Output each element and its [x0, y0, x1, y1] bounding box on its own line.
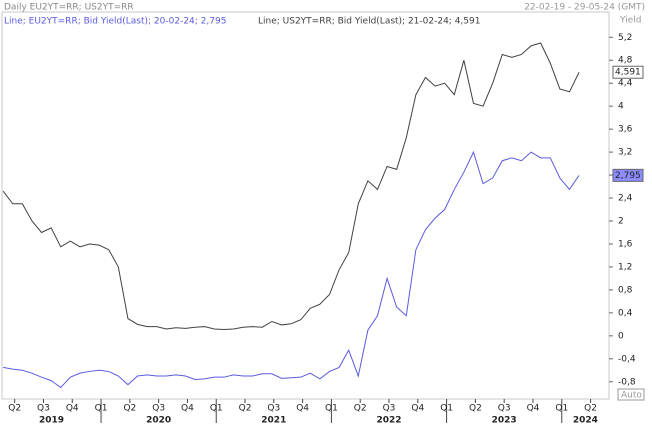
x-tick-label: Q4	[66, 404, 79, 414]
x-tick-label: Q2	[123, 404, 136, 414]
y-tick-label: 5,2	[618, 33, 632, 43]
y-tick-label: 0,4	[618, 308, 633, 318]
date-range: 22-02-19 - 29-05-24 (GMT)	[524, 3, 645, 13]
y-tick-label: 0,8	[618, 285, 633, 295]
x-tick-label: Q2	[354, 404, 367, 414]
year-label: 2022	[376, 416, 401, 426]
last-value-label: 4,591	[615, 68, 641, 78]
y-tick-label: 1,2	[618, 262, 632, 272]
legend-entry: Line; EU2YT=RR; Bid Yield(Last); 20-02-2…	[4, 17, 226, 27]
year-label: 2019	[39, 416, 64, 426]
last-value-tag	[612, 168, 644, 182]
legend-entry: Line; US2YT=RR; Bid Yield(Last); 21-02-2…	[258, 17, 480, 27]
y-tick-label: 4,4	[618, 79, 633, 89]
y-tick-label: -0,8	[618, 377, 636, 387]
x-tick-label: Q3	[152, 404, 165, 414]
x-tick-label: Q3	[267, 404, 280, 414]
series-line	[3, 150, 580, 389]
y-tick-label: 2,4	[618, 194, 633, 204]
series-line	[2, 42, 580, 331]
auto-button[interactable]	[617, 388, 645, 401]
x-tick-label: Q2	[239, 404, 252, 414]
plot-frame	[1, 11, 610, 400]
auto-label[interactable]: Auto	[621, 391, 642, 401]
x-tick-label: Q2	[8, 404, 21, 414]
x-tick-label: Q1	[325, 404, 338, 414]
x-tick-label: Q4	[527, 404, 540, 414]
year-label: 2020	[146, 416, 171, 426]
x-tick-label: Q4	[181, 404, 194, 414]
year-label: 2021	[261, 416, 286, 426]
x-tick-label: Q4	[296, 404, 309, 414]
y-tick-label: 2	[618, 217, 624, 227]
last-value-label: 2,795	[615, 171, 641, 181]
last-value-tag	[612, 65, 644, 79]
y-tick-label: 3,6	[618, 125, 633, 135]
y-tick-label: -0,4	[618, 354, 636, 364]
x-tick-label: Q2	[469, 404, 482, 414]
chart-title: Daily EU2YT=RR; US2YT=RR	[4, 3, 134, 13]
x-tick-label: Q1	[555, 404, 568, 414]
y-tick-label: 1,6	[618, 239, 633, 249]
x-tick-label: Q1	[440, 404, 453, 414]
y-tick-label: 0	[618, 331, 624, 341]
x-tick-label: Q3	[37, 404, 50, 414]
y-tick-label: 4	[618, 102, 624, 112]
year-label: 2023	[492, 416, 517, 426]
x-tick-label: Q1	[95, 404, 108, 414]
y-tick-label: 4,8	[618, 56, 633, 66]
year-label: 2024	[573, 416, 598, 426]
x-tick-label: Q3	[498, 404, 511, 414]
x-tick-label: Q4	[411, 404, 424, 414]
x-tick-label: Q3	[383, 404, 396, 414]
y-tick-label: 3,2	[618, 148, 632, 158]
x-tick-label: Q1	[210, 404, 223, 414]
x-tick-label: Q2	[584, 404, 597, 414]
y-axis-label: Yield	[619, 16, 641, 26]
